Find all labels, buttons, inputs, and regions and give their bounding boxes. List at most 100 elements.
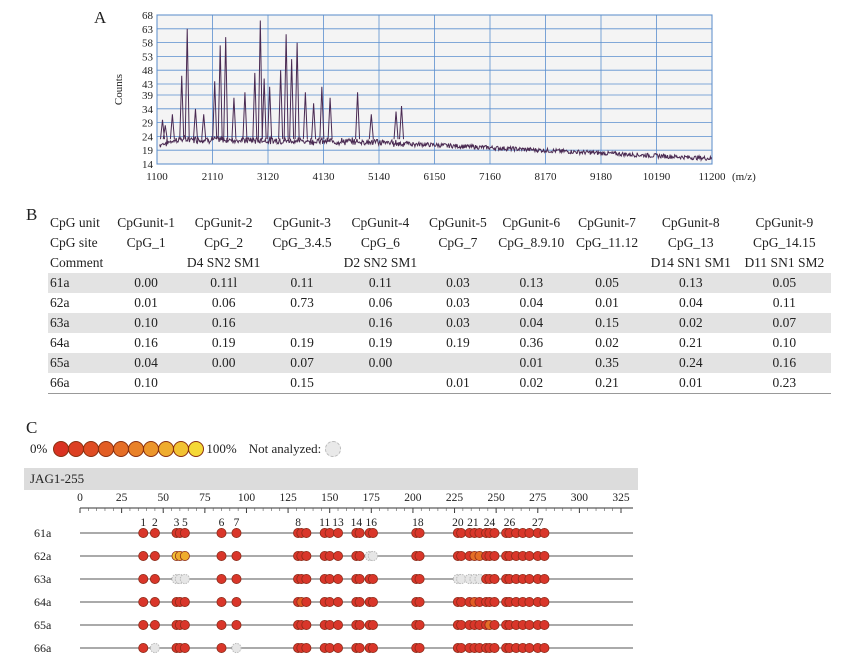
cpg-circle bbox=[367, 528, 378, 539]
cpg-circle bbox=[414, 642, 425, 653]
table-cell: CpG_7 bbox=[438, 235, 478, 250]
table-cell: 0.04 bbox=[111, 353, 181, 373]
cpg-circle bbox=[179, 597, 190, 608]
cpg-circle bbox=[179, 642, 190, 653]
spectrum-peak bbox=[261, 78, 267, 140]
table-cell bbox=[424, 253, 493, 273]
y-tick-label: 58 bbox=[142, 38, 154, 50]
spectrum-peak bbox=[179, 75, 185, 140]
y-tick-label: 24 bbox=[142, 131, 154, 143]
cpg-circle bbox=[333, 528, 344, 539]
legend-swatch bbox=[113, 441, 130, 457]
table-cell: CpG unit bbox=[50, 215, 100, 230]
table-cell: 0.03 bbox=[423, 313, 493, 333]
spectrum-peak bbox=[327, 97, 333, 140]
table-cell: 0.02 bbox=[492, 373, 571, 394]
table-cell: CpG_13 bbox=[667, 235, 714, 250]
cpg-site-number: 20 bbox=[452, 517, 464, 529]
spectrum-peak bbox=[257, 20, 263, 140]
spectrum-peak bbox=[355, 92, 361, 140]
table-cell: CpGunit-5 bbox=[429, 215, 487, 230]
cpg-circle bbox=[149, 551, 160, 562]
table-cell: 0.05 bbox=[737, 273, 831, 293]
cpg-circle bbox=[333, 619, 344, 630]
sample-label: 62a bbox=[34, 549, 52, 563]
cpg-circle bbox=[414, 551, 425, 562]
sample-label: 65a bbox=[34, 618, 52, 632]
table-cell bbox=[266, 313, 338, 333]
spectrum-peak bbox=[302, 92, 308, 140]
table-cell: 0.11 bbox=[337, 273, 424, 293]
cpg-site-number: 16 bbox=[366, 517, 378, 529]
cpg-circle bbox=[149, 574, 160, 585]
y-tick-label: 14 bbox=[142, 159, 154, 171]
y-tick-label: 53 bbox=[142, 51, 154, 63]
spectrum-peak bbox=[278, 70, 284, 140]
cpg-circle bbox=[231, 528, 242, 539]
panel-b-label: B bbox=[26, 205, 38, 224]
scale-tick-label: 275 bbox=[529, 492, 547, 504]
table-row: 63a 0.10 0.16 0.16 0.03 0.04 0.15 0.02 0.07 bbox=[48, 313, 831, 333]
table-cell bbox=[423, 353, 493, 373]
table-cell: 0.05 bbox=[570, 273, 644, 293]
scale-tick-label: 325 bbox=[612, 492, 630, 504]
cpg-circle bbox=[539, 597, 550, 608]
table-cell: CpGunit-8 bbox=[661, 215, 720, 230]
x-tick-label: 4130 bbox=[313, 171, 336, 183]
table-cell: 0.04 bbox=[492, 313, 571, 333]
table-cell: CpG_3.4.5 bbox=[272, 235, 332, 250]
cpg-circle bbox=[138, 574, 149, 585]
legend-swatch bbox=[83, 441, 100, 457]
cpg-site-number: 7 bbox=[234, 517, 240, 529]
table-row: 64a 0.16 0.19 0.19 0.19 0.19 0.36 0.02 0.21 0.10 bbox=[48, 333, 831, 353]
cpg-circle bbox=[524, 642, 535, 653]
table-cell: 64a bbox=[50, 335, 70, 350]
cpg-circle bbox=[333, 642, 344, 653]
table-cell: D2 SN2 SM1 bbox=[343, 255, 418, 270]
cpg-circle bbox=[489, 619, 500, 630]
x-tick-label: 9180 bbox=[590, 171, 613, 183]
cpg-circle-not-analyzed bbox=[231, 642, 242, 654]
table-cell: 0.01 bbox=[423, 373, 493, 394]
not-analyzed-icon bbox=[325, 441, 342, 457]
cpg-circle bbox=[216, 551, 227, 562]
table-cell: 0.00 bbox=[337, 353, 424, 373]
cpg-circle bbox=[138, 551, 149, 562]
table-cell bbox=[112, 253, 181, 273]
y-tick-label: 43 bbox=[142, 79, 154, 91]
cpg-circle bbox=[539, 619, 550, 630]
cpg-circle bbox=[414, 528, 425, 539]
cpg-site-number: 1 bbox=[140, 517, 146, 529]
scale-tick-label: 150 bbox=[321, 492, 339, 504]
legend-swatch bbox=[98, 441, 115, 457]
cpg-site-number: 21 bbox=[467, 517, 479, 529]
cpg-circle bbox=[524, 597, 535, 608]
cpg-circle bbox=[324, 528, 335, 539]
table-cell: 66a bbox=[48, 373, 112, 394]
table-cell: 0.00 bbox=[180, 353, 267, 373]
x-tick-label: 8170 bbox=[535, 171, 558, 183]
spectrum-peak bbox=[201, 114, 207, 140]
cpg-circle bbox=[324, 574, 335, 585]
cpg-circle bbox=[456, 597, 467, 608]
cpg-circle bbox=[324, 619, 335, 630]
spectrum-peak bbox=[242, 92, 248, 140]
cpg-circle bbox=[539, 642, 550, 653]
spectrum-peak bbox=[319, 86, 325, 140]
sample-label: 66a bbox=[34, 641, 52, 655]
spectrum-peak bbox=[192, 108, 198, 140]
cpg-circle bbox=[324, 642, 335, 653]
table-cell: 63a bbox=[48, 313, 112, 333]
cpg-circle bbox=[179, 528, 190, 539]
table-cell: 0.03 bbox=[446, 295, 470, 310]
table-cell bbox=[492, 253, 570, 273]
table-cell: CpGunit-2 bbox=[194, 215, 253, 230]
table-cell: CpG_14.15 bbox=[753, 235, 816, 250]
cpg-circle bbox=[216, 574, 227, 585]
table-cell: 0.23 bbox=[737, 373, 831, 394]
y-tick-label: 39 bbox=[142, 90, 154, 102]
cpg-circle bbox=[301, 619, 312, 630]
sample-label: 64a bbox=[34, 595, 52, 609]
